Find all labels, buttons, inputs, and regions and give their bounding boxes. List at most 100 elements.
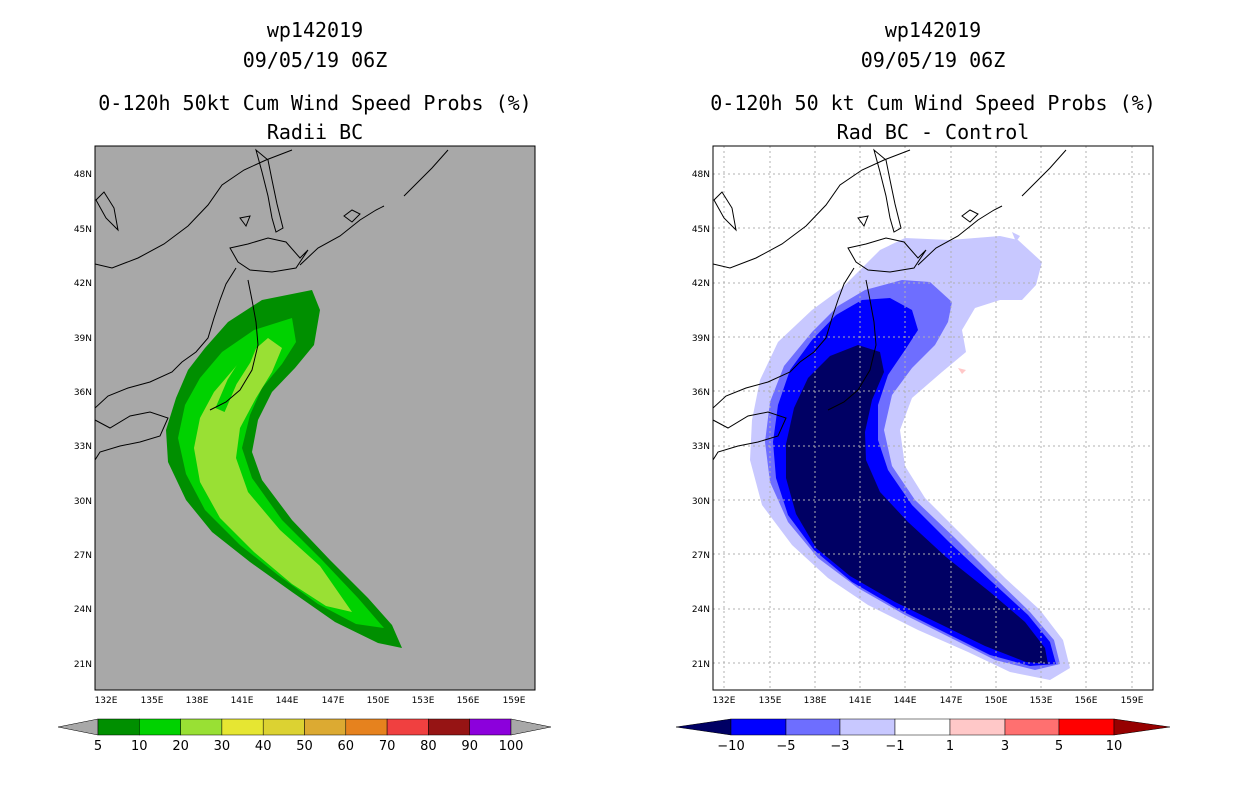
right-lon-label: 141E	[849, 696, 872, 706]
right-colorbar-swatch	[1004, 718, 1060, 736]
left-lon-label: 159E	[503, 696, 526, 706]
left-colorbar-label: 30	[214, 739, 231, 754]
right-variant-title: Rad BC - Control	[836, 120, 1030, 144]
right-colorbar-labels: −10 −5 −3 −1 1 3 5 10	[717, 739, 1122, 754]
right-diff-plus1-patch	[958, 368, 966, 374]
right-colorbar-swatch	[1058, 718, 1115, 736]
left-lon-label: 141E	[231, 696, 254, 706]
left-colorbar-label: 50	[296, 739, 313, 754]
left-colorbar-swatch	[221, 718, 264, 736]
right-map: 48N 45N 42N 39N 36N 33N 30N 27N 24N 21N …	[675, 145, 1171, 754]
left-map: 48N 45N 42N 39N 36N 33N 30N 27N 24N 21N …	[57, 145, 552, 754]
left-lat-label: 21N	[74, 660, 92, 670]
right-gridlines	[713, 146, 1153, 690]
left-colorbar-swatch	[139, 718, 181, 736]
left-lat-label: 33N	[74, 442, 92, 452]
right-colorbar-label: 3	[1001, 739, 1009, 754]
right-map-frame	[712, 145, 1154, 691]
right-diff-minus1-patch	[958, 288, 975, 305]
left-lon-label: 147E	[322, 696, 345, 706]
right-lat-label: 30N	[692, 497, 710, 507]
left-colorbar-swatch	[386, 718, 429, 736]
left-colorbar-label: 40	[255, 739, 272, 754]
right-lat-label: 33N	[692, 442, 710, 452]
right-coastlines	[713, 148, 1067, 461]
left-lat-label: 30N	[74, 497, 92, 507]
right-lon-label: 153E	[1030, 696, 1053, 706]
right-lat-label: 39N	[692, 334, 710, 344]
right-datetime: 09/05/19 06Z	[860, 48, 1006, 72]
left-colorbar-swatch	[345, 718, 388, 736]
left-lat-label: 39N	[74, 334, 92, 344]
right-lon-label: 156E	[1075, 696, 1098, 706]
left-lon-label: 156E	[457, 696, 480, 706]
left-lat-label: 36N	[74, 388, 92, 398]
right-colorbar-label: 1	[946, 739, 954, 754]
left-title-block: wp142019 09/05/19 06Z	[95, 15, 535, 75]
left-colorbar-high-arrow	[510, 718, 552, 736]
right-lat-label: 21N	[692, 660, 710, 670]
left-lat-label: 27N	[74, 551, 92, 561]
left-colorbar-swatch	[304, 718, 347, 736]
right-lon-label: 132E	[713, 696, 736, 706]
right-lat-label: 45N	[692, 225, 710, 235]
right-colorbar-swatch	[949, 718, 1006, 736]
left-lon-label: 144E	[276, 696, 299, 706]
left-colorbar-label: 80	[420, 739, 437, 754]
left-product-title: 0-120h 50kt Cum Wind Speed Probs (%)	[98, 91, 532, 115]
right-lon-label: 147E	[940, 696, 963, 706]
left-lat-label: 24N	[74, 605, 92, 615]
right-colorbar-swatch	[894, 718, 951, 736]
right-lat-label: 27N	[692, 551, 710, 561]
right-lon-axis: 132E 135E 138E 141E 144E 147E 150E 153E …	[713, 696, 1144, 706]
right-product-title: 0-120h 50 kt Cum Wind Speed Probs (%)	[710, 91, 1156, 115]
right-lat-axis: 48N 45N 42N 39N 36N 33N 30N 27N 24N 21N	[692, 170, 710, 670]
left-colorbar-label: 60	[338, 739, 355, 754]
left-datetime: 09/05/19 06Z	[242, 48, 388, 72]
left-lon-label: 135E	[141, 696, 164, 706]
right-lon-label: 138E	[804, 696, 827, 706]
left-colorbar	[57, 718, 552, 736]
right-lat-label: 24N	[692, 605, 710, 615]
left-lon-label: 138E	[186, 696, 209, 706]
right-colorbar-label: 5	[1055, 739, 1063, 754]
left-lat-axis: 48N 45N 42N 39N 36N 33N 30N 27N 24N 21N	[74, 170, 92, 670]
left-colorbar-label: 90	[461, 739, 478, 754]
right-lon-label: 159E	[1121, 696, 1144, 706]
left-colorbar-label: 100	[499, 739, 524, 754]
left-subtitle-block: 0-120h 50kt Cum Wind Speed Probs (%) Rad…	[55, 88, 575, 146]
left-map-background	[95, 146, 535, 690]
right-lat-label: 42N	[692, 279, 710, 289]
right-diff-minus1-patch	[1012, 232, 1020, 242]
right-colorbar	[675, 718, 1171, 736]
right-title-block: wp142019 09/05/19 06Z	[713, 15, 1153, 75]
left-storm-id: wp142019	[266, 18, 364, 42]
left-prob-30-band	[215, 343, 257, 412]
right-lon-label: 135E	[759, 696, 782, 706]
right-lat-label: 48N	[692, 170, 710, 180]
left-colorbar-low-arrow	[57, 718, 99, 736]
right-colorbar-label: −1	[885, 739, 904, 754]
left-colorbar-swatch	[262, 718, 305, 736]
right-lon-label: 150E	[985, 696, 1008, 706]
left-colorbar-swatch	[180, 718, 223, 736]
left-variant-title: Radii BC	[266, 120, 364, 144]
right-colorbar-swatch	[730, 718, 787, 736]
left-lon-axis: 132E 135E 138E 141E 144E 147E 150E 153E …	[95, 696, 526, 706]
right-storm-id: wp142019	[884, 18, 982, 42]
right-colorbar-high-arrow	[1113, 718, 1171, 736]
left-prob-20-area	[194, 338, 352, 612]
right-colorbar-label: −3	[830, 739, 849, 754]
left-lon-label: 132E	[95, 696, 118, 706]
left-lon-label: 153E	[412, 696, 435, 706]
left-lat-label: 45N	[74, 225, 92, 235]
left-colorbar-label: 20	[172, 739, 189, 754]
left-colorbar-labels: 5 10 20 30 40 50 60 70 80 90 100	[94, 739, 524, 754]
right-lon-label: 144E	[894, 696, 917, 706]
right-lat-label: 36N	[692, 388, 710, 398]
right-subtitle-block: 0-120h 50 kt Cum Wind Speed Probs (%) Ra…	[653, 88, 1213, 146]
left-map-frame	[94, 145, 536, 691]
left-coastlines	[95, 148, 449, 461]
right-colorbar-swatch	[839, 718, 896, 736]
left-lat-label: 48N	[74, 170, 92, 180]
